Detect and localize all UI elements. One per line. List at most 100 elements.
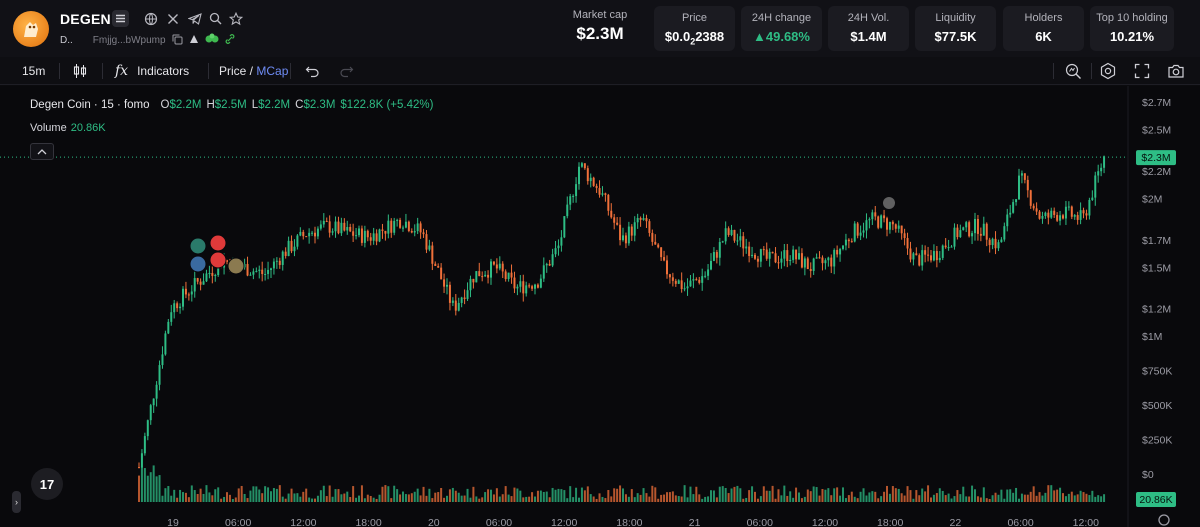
volume-bar	[777, 489, 780, 502]
settings-icon[interactable]	[1099, 57, 1117, 85]
volume-bar	[962, 486, 965, 502]
candle-body	[355, 235, 358, 237]
candle-body	[437, 265, 440, 268]
stat-label: Holders	[1024, 12, 1063, 24]
collapse-legend-button[interactable]	[30, 143, 54, 160]
toolbar-divider	[59, 63, 60, 79]
price-chart[interactable]: $2.7M $2.5M $2.2M $2M $1.7M $1.5M $1.2M $1M $750…	[0, 86, 1200, 527]
volume-bar	[419, 495, 422, 502]
volume-bar	[325, 496, 328, 502]
volume-bar	[328, 485, 331, 502]
volume-bar	[789, 491, 792, 502]
candle-body	[666, 260, 668, 275]
screenshot-camera-icon[interactable]	[1167, 57, 1185, 85]
candle-body	[589, 177, 592, 182]
volume-bar	[352, 486, 355, 502]
left-panel-handle[interactable]: ›	[12, 491, 21, 513]
y-tick-label: $0	[1142, 469, 1154, 481]
volume-bar	[1070, 491, 1073, 502]
toolbar-divider	[208, 63, 209, 79]
website-icon[interactable]	[142, 10, 159, 27]
volume-bar	[803, 496, 806, 502]
candle-body	[745, 246, 748, 249]
volume-bar	[231, 498, 234, 502]
volume-bar	[991, 495, 994, 502]
volume-bar	[874, 491, 877, 502]
volume-bar	[199, 488, 202, 502]
candle-body	[507, 272, 510, 280]
volume-bar	[654, 487, 657, 502]
volume-bar	[903, 495, 906, 502]
volume-bar	[674, 495, 677, 502]
volume-bar	[985, 498, 988, 502]
indicators-button[interactable]: fx Indicators	[115, 57, 189, 85]
volume-bar	[560, 489, 563, 502]
toolbar-divider	[1053, 63, 1054, 79]
candle-body	[404, 221, 407, 228]
volume-bar	[800, 498, 803, 502]
volume-bar	[783, 485, 786, 502]
zoom-search-icon[interactable]	[1065, 57, 1082, 85]
candle-body	[487, 274, 490, 278]
volume-bar	[314, 498, 316, 502]
search-icon[interactable]	[207, 10, 224, 27]
candle-body	[331, 231, 334, 233]
candle-body	[572, 196, 575, 198]
candle-body	[525, 285, 528, 294]
candle-body	[1006, 214, 1009, 227]
volume-bar	[311, 498, 314, 502]
volume-bar	[228, 494, 231, 502]
volume-bar	[1047, 485, 1050, 502]
volume-bar	[375, 498, 378, 502]
chart-canvas[interactable]: $2.7M $2.5M $2.2M $2M $1.7M $1.5M $1.2M $1M $750…	[0, 86, 1200, 527]
fullscreen-icon[interactable]	[1134, 57, 1150, 85]
interval-selector[interactable]: 15m	[22, 64, 46, 78]
candle-body	[138, 467, 140, 469]
link-icon[interactable]	[225, 34, 235, 47]
volume-bar	[724, 487, 727, 502]
axis-settings-icon[interactable]	[1158, 514, 1170, 526]
volume-bar	[619, 485, 622, 502]
volume-bar	[170, 495, 173, 502]
volume-bar	[645, 493, 648, 502]
ohlc-legend: Degen Coin · 15 · fomo O$2.2M H$2.5M L$2…	[30, 99, 434, 111]
volume-bar	[622, 488, 624, 502]
volume-bar	[387, 486, 390, 502]
candle-body	[671, 277, 674, 281]
candle-body	[809, 269, 812, 271]
candle-body	[715, 252, 718, 258]
candle-body	[284, 251, 287, 256]
volume-bar	[542, 491, 545, 502]
stat-value: $77.5K	[934, 29, 977, 44]
candle-body	[510, 272, 513, 278]
token-short-name: D..	[60, 35, 73, 46]
candle-body	[363, 230, 366, 243]
copy-icon[interactable]	[172, 34, 183, 48]
candle-body	[390, 220, 393, 233]
volume-bar	[270, 491, 272, 502]
undo-icon[interactable]	[305, 57, 320, 85]
volume-bar	[947, 493, 950, 502]
candle-body	[865, 220, 868, 231]
price-mcap-toggle[interactable]: Price / MCap	[219, 64, 289, 78]
redo-icon[interactable]	[339, 57, 354, 85]
telegram-icon[interactable]	[186, 10, 203, 27]
volume-bar	[821, 489, 824, 502]
x-twitter-icon[interactable]	[164, 10, 181, 27]
candle-body	[255, 270, 258, 272]
volume-bar	[176, 497, 179, 502]
candle-body	[402, 227, 404, 229]
candle-body	[481, 276, 484, 278]
candle-body	[387, 220, 390, 234]
trade-marker-avatar	[189, 255, 207, 273]
volume-bar	[179, 489, 182, 502]
candle-body	[592, 177, 595, 186]
candle-body	[416, 223, 419, 232]
candle-body	[1062, 215, 1064, 219]
tradingview-logo[interactable]: 17	[31, 468, 63, 500]
star-favorite-icon[interactable]	[227, 10, 244, 27]
volume-bar	[402, 491, 404, 502]
candle-style-icon[interactable]	[72, 57, 88, 85]
volume-bar	[481, 497, 484, 502]
menu-icon[interactable]	[112, 10, 129, 27]
